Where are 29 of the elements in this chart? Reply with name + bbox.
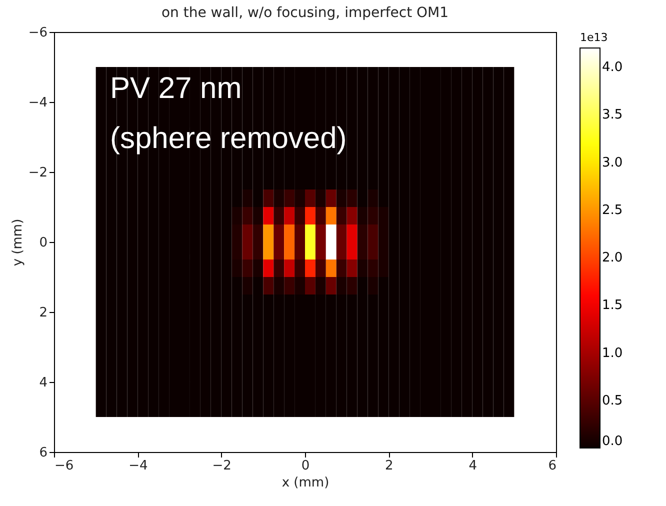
x-tick-label: 4 — [468, 458, 477, 474]
color-bar-label: 0.0 — [602, 434, 623, 449]
annotation: PV 27 nm — [110, 72, 242, 105]
color-bar-label: 3.0 — [602, 155, 623, 170]
color-bar-label: 1.5 — [602, 298, 623, 314]
x-tick-label: 6 — [548, 458, 556, 474]
y-tick-label: 4 — [39, 376, 48, 390]
x-axis-title: x (mm) — [282, 476, 330, 490]
y-tick-label: −2 — [28, 166, 48, 180]
color-bar-label: 2.5 — [602, 202, 623, 218]
color-bar-label: 1.0 — [602, 346, 623, 361]
color-bar-label: 4.0 — [602, 60, 623, 76]
x-tick-label: 0 — [301, 458, 310, 474]
x-tick-label: 2 — [385, 458, 394, 474]
x-tick-label: −6 — [54, 458, 74, 474]
color-bar-label: 2.0 — [602, 250, 623, 266]
annotation: (sphere removed) — [110, 122, 347, 155]
y-tick-label: −4 — [28, 96, 48, 110]
y-tick-label: 0 — [39, 236, 48, 250]
x-tick-label: −4 — [128, 458, 148, 474]
x-tick-label: −2 — [212, 458, 232, 474]
y-axis-title: y (mm) — [10, 218, 26, 266]
color-bar-label: 3.5 — [602, 108, 623, 123]
y-tick-label: 6 — [39, 446, 48, 460]
chart-title: on the wall, w/o focusing, imperfect OM1 — [161, 5, 449, 21]
color-bar-title: 1e13 — [580, 31, 608, 44]
y-tick-label: −6 — [28, 26, 48, 40]
color-bar-label: 0.5 — [602, 393, 623, 408]
y-tick-label: 2 — [39, 306, 48, 320]
